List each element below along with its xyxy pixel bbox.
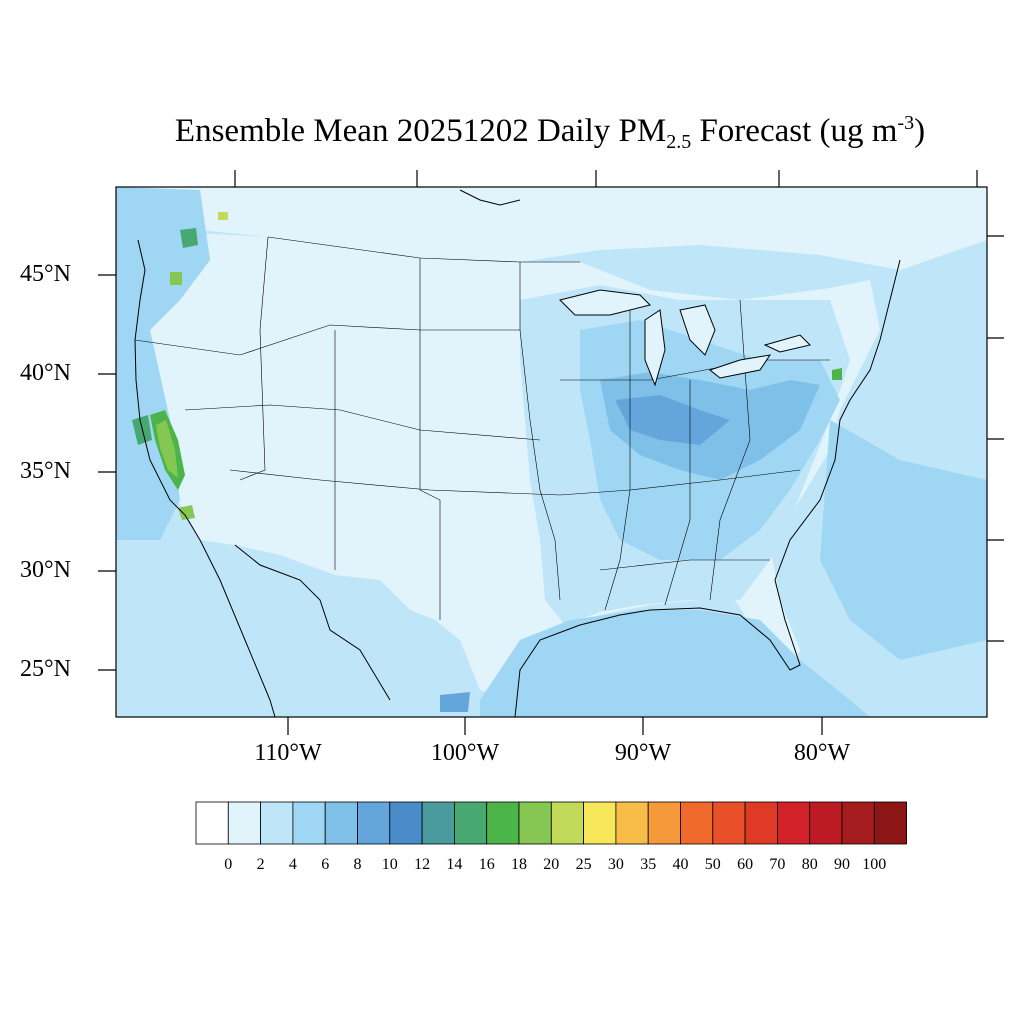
gulf-band [480, 610, 870, 717]
colorbar-swatch [712, 801, 746, 845]
lon-label-100w: 100°W [430, 740, 500, 766]
colorbar-tick-label: 100 [862, 856, 887, 873]
colorbar-tick-label: 14 [446, 856, 463, 873]
lat-label-40n: 40°N [20, 360, 71, 386]
colorbar-tick-label: 30 [607, 856, 624, 873]
colorbar-swatch [260, 801, 294, 845]
colorbar-swatch [809, 801, 843, 845]
colorbar-swatch [453, 801, 488, 845]
portland-hotspot [170, 272, 182, 285]
colorbar-swatch [324, 801, 358, 845]
colorbar-tick-label: 80 [801, 856, 818, 873]
central-valley-peak [156, 420, 178, 478]
colorbar-tick-label: 4 [288, 856, 297, 873]
bottom-ticks [287, 717, 823, 735]
colorbar-swatch [680, 801, 714, 845]
colorbar-swatch [389, 801, 423, 845]
colorbar-swatch [486, 801, 520, 845]
colorbar-tick-label: 18 [511, 856, 527, 873]
colorbar-tick-label: 40 [672, 856, 689, 873]
colorbar-swatch [195, 801, 229, 845]
bc-hotspot [218, 212, 228, 220]
mexico-hotspot [440, 692, 470, 712]
colorbar-tick-label: 16 [478, 856, 495, 873]
colorbar-tick-label: 6 [321, 856, 330, 873]
colorbar-tick-label: 12 [414, 856, 431, 873]
colorbar-swatch [777, 801, 811, 845]
seattle-hotspot [180, 228, 198, 248]
top-ticks [234, 170, 978, 187]
colorbar-tick-label: 90 [834, 856, 850, 873]
canada-region [116, 187, 987, 270]
lat-label-30n: 30°N [20, 557, 71, 583]
colorbar [195, 801, 907, 845]
colorbar-swatch [292, 801, 326, 845]
colorbar-swatch [647, 801, 681, 845]
lat-label-35n: 35°N [20, 458, 71, 484]
lon-label-80w: 80°W [793, 740, 851, 766]
coastlines [134, 189, 901, 717]
map-frame [115, 186, 988, 718]
colorbar-tick-label: 50 [704, 856, 721, 873]
left-ticks [98, 274, 116, 671]
page-title: Ensemble Mean 20251202 Daily PM2.5 Forec… [174, 112, 926, 153]
nyc-hotspot [832, 368, 842, 380]
colorbar-swatch [550, 801, 584, 845]
lon-label-90w: 90°W [614, 740, 672, 766]
colorbar-swatch [518, 801, 552, 845]
colorbar-tick-label: 35 [640, 856, 657, 873]
concentration-field [116, 187, 987, 717]
colorbar-tick-label: 10 [381, 856, 398, 873]
colorbar-tick-label: 70 [769, 856, 786, 873]
ohio-valley-peak [615, 395, 730, 445]
colorbar-tick-label: 2 [256, 856, 265, 873]
colorbar-swatch [227, 801, 262, 845]
lon-label-110w: 110°W [254, 740, 322, 766]
colorbar-swatch [357, 801, 391, 845]
la-basin-hotspot [178, 505, 195, 520]
atlantic-plume [820, 420, 987, 660]
colorbar-tick-label: 20 [543, 856, 560, 873]
colorbar-swatch [873, 801, 907, 845]
colorbar-tick-label: 25 [575, 856, 592, 873]
colorbar-swatch [744, 801, 778, 845]
colorbar-tick-label: 60 [737, 856, 754, 873]
right-ticks [987, 235, 1004, 642]
great-lakes [559, 289, 811, 387]
colorbar-swatch [421, 801, 455, 845]
colorbar-swatch [583, 801, 617, 845]
colorbar-tick-label: 8 [353, 856, 362, 873]
lat-label-45n: 45°N [20, 261, 71, 287]
colorbar-swatch [841, 801, 875, 845]
lat-label-25n: 25°N [20, 656, 71, 682]
colorbar-swatch [615, 801, 649, 845]
colorbar-tick-label: 0 [224, 856, 233, 873]
